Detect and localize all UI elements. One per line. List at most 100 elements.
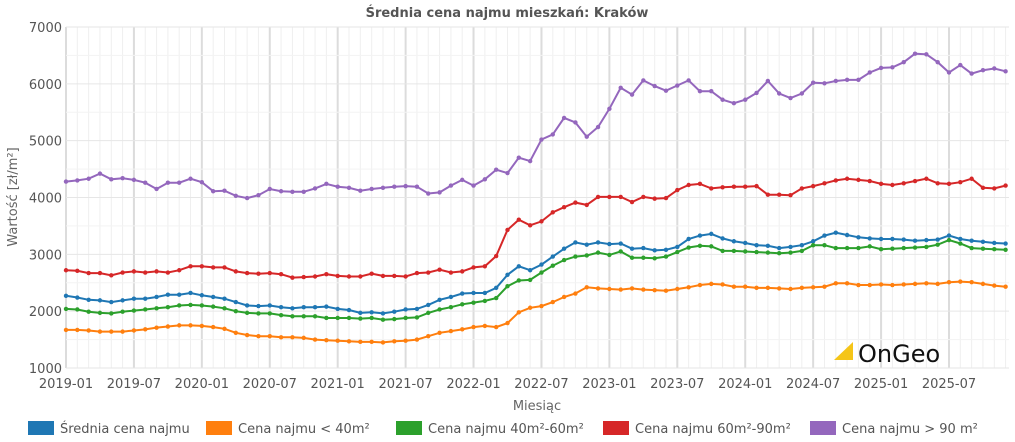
data-point <box>267 270 272 276</box>
data-point <box>776 245 782 251</box>
data-point <box>244 332 250 338</box>
legend-item: Cena najmu < 40m² <box>206 421 370 437</box>
data-point <box>867 236 872 241</box>
data-point <box>765 192 771 197</box>
data-point <box>641 194 646 200</box>
data-point <box>856 77 861 83</box>
data-point <box>618 85 623 91</box>
data-point <box>935 242 940 247</box>
data-point <box>697 89 703 94</box>
data-point <box>878 247 884 252</box>
data-point <box>618 194 623 200</box>
x-tick-label: 2021-01 <box>311 377 365 392</box>
x-tick-label: 2022-07 <box>514 377 568 392</box>
data-point <box>595 286 601 291</box>
data-point <box>561 246 567 251</box>
data-point <box>109 329 114 334</box>
data-point <box>403 338 408 343</box>
data-point <box>958 62 963 68</box>
data-point <box>165 292 171 297</box>
data-point <box>290 314 295 319</box>
data-point <box>697 243 703 249</box>
data-point <box>471 265 476 270</box>
data-point <box>629 255 635 260</box>
data-point <box>686 236 691 242</box>
data-point <box>403 183 408 189</box>
data-point <box>743 249 748 254</box>
logo-text: OnGeo <box>858 340 940 368</box>
data-point <box>120 270 125 275</box>
data-point <box>992 186 997 191</box>
data-point <box>788 286 793 292</box>
series-5 <box>63 51 1008 201</box>
data-point <box>629 92 635 97</box>
data-point <box>210 189 216 194</box>
x-ticks: 2019-01 2019-07 2020-01 2020-07 2021-01 2021-… <box>39 377 976 392</box>
data-point <box>731 239 737 244</box>
data-point <box>539 262 544 267</box>
data-point <box>527 223 533 228</box>
data-point <box>335 315 340 321</box>
data-point <box>312 274 318 279</box>
data-point <box>75 327 80 333</box>
chart-title: Średnia cena najmu mieszkań: Kraków <box>366 5 649 21</box>
data-point <box>799 186 805 191</box>
data-point <box>822 81 827 86</box>
data-point <box>177 323 182 328</box>
data-point <box>222 296 227 301</box>
data-point <box>539 303 544 309</box>
data-point <box>346 339 352 344</box>
data-point <box>154 269 159 274</box>
data-point <box>471 183 476 188</box>
data-point <box>493 295 499 301</box>
data-point <box>720 185 725 190</box>
data-point <box>278 312 284 318</box>
data-point <box>63 179 69 184</box>
data-point <box>143 180 148 185</box>
series-3 <box>63 237 1008 322</box>
data-point <box>392 316 397 322</box>
data-point <box>686 182 691 188</box>
data-point <box>912 238 918 243</box>
data-point <box>946 237 952 243</box>
data-point <box>867 70 872 75</box>
data-point <box>912 51 918 56</box>
data-point <box>720 248 725 254</box>
data-point <box>358 310 363 316</box>
y-ticks: 1000 2000 3000 4000 5000 6000 7000 <box>29 21 62 377</box>
data-point <box>539 219 544 224</box>
data-point <box>165 270 171 275</box>
data-point <box>1003 183 1008 188</box>
data-point <box>256 311 261 316</box>
data-point <box>346 274 352 279</box>
data-point <box>335 184 340 189</box>
data-point <box>505 227 510 233</box>
data-point <box>754 285 759 291</box>
data-point <box>788 193 793 198</box>
logo-triangle-icon <box>834 342 853 360</box>
data-point <box>369 339 374 345</box>
legend-swatch <box>28 421 54 435</box>
data-point <box>731 100 737 106</box>
data-point <box>471 290 476 296</box>
data-point <box>595 194 601 200</box>
data-point <box>743 240 748 246</box>
data-point <box>448 328 454 334</box>
data-point <box>550 263 555 268</box>
data-point <box>177 180 182 185</box>
data-point <box>561 294 567 300</box>
data-point <box>980 281 986 287</box>
data-point <box>1003 284 1008 289</box>
data-point <box>912 245 918 250</box>
data-point <box>437 330 442 335</box>
legend: Średnia cena najmu Cena najmu < 40m² Cena … <box>28 421 978 437</box>
data-point <box>516 310 522 315</box>
data-point <box>992 247 997 252</box>
data-point <box>595 240 601 245</box>
data-point <box>697 181 703 187</box>
data-point <box>346 307 352 313</box>
data-point <box>120 298 125 303</box>
data-point <box>199 179 205 185</box>
data-point <box>143 270 148 275</box>
data-point <box>437 267 442 272</box>
